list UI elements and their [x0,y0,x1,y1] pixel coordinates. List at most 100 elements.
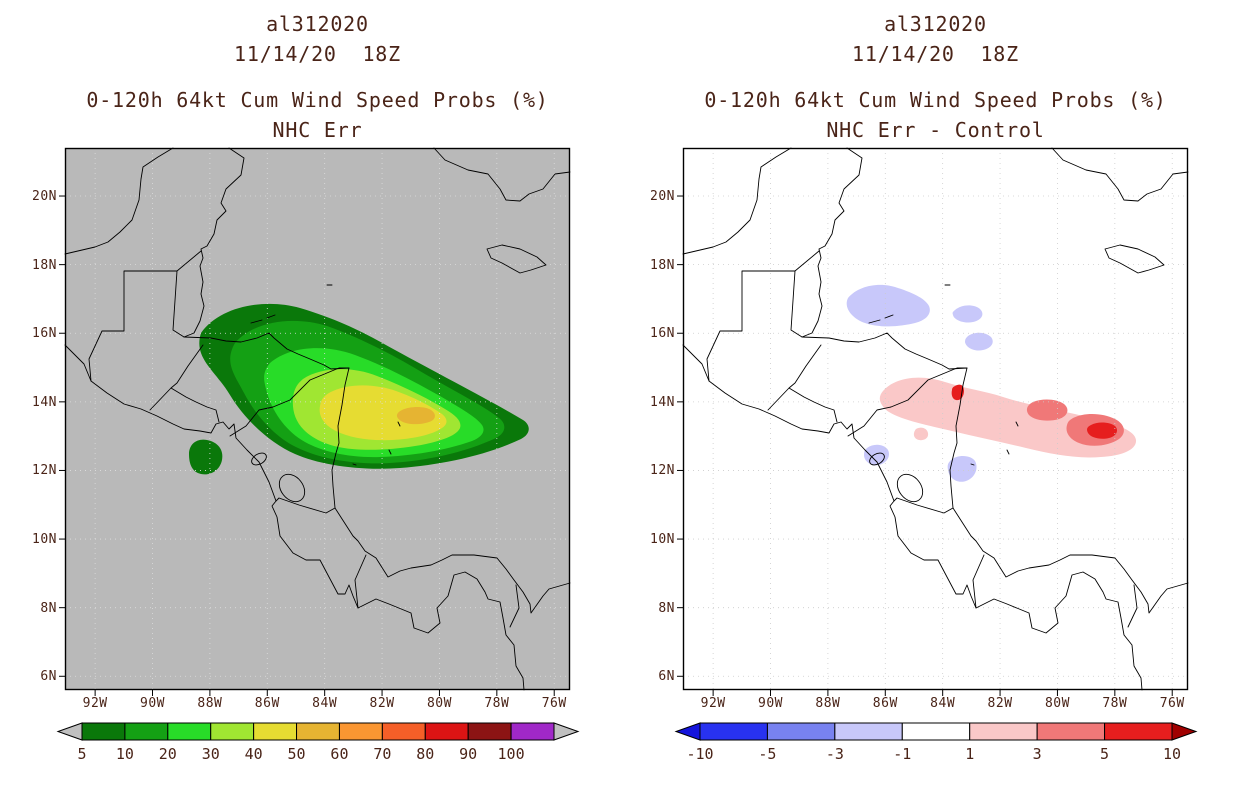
colorbar-cell [766,722,836,741]
lon-tick-label: 92W [700,696,726,711]
lat-tick-label: 18N [32,257,57,273]
panel-nhc-err-minus-control: al312020 11/14/20 18Z 0-120h 64kt Cum Wi… [618,0,1236,800]
colorbar-svg: 5 10 20 30 40 50 60 70 80 90 100 [56,722,580,763]
lat-tick-label: 12N [650,463,675,479]
lon-tick-label: 90W [758,696,783,711]
colorbar-tick-label: 5 [1100,745,1109,763]
lat-tick-label: 6N [658,669,675,685]
lat-tick-label: 14N [650,394,675,410]
colorbar: 5 10 20 30 40 50 60 70 80 90 100 [56,721,580,765]
diff-neg-east-patch-2 [965,332,993,351]
colorbar-tick-label: 20 [159,745,177,763]
colorbar-tick-label: -3 [826,745,844,763]
product-title: 0-120h 64kt Cum Wind Speed Probs (%) [704,88,1167,112]
lon-axis: 92W 90W 88W 86W 84W 82W 80W 78W 76W [65,696,570,712]
diff-neg-south-patch-1 [947,455,977,482]
grid [65,148,570,690]
lon-tick-label: 78W [484,696,510,711]
lon-tick-label: 82W [987,696,1013,711]
colorbar-tick-label: -5 [758,745,776,763]
difference-map [677,147,1189,696]
colorbar-arrow-left [674,722,701,741]
lon-axis: 92W 90W 88W 86W 84W 82W 80W 78W 76W [683,696,1188,712]
colorbar-cell [901,722,971,741]
contour-5pct-secondary [189,439,223,475]
colorbar-tick-label: 10 [116,745,134,763]
diff-neg-north-patch [846,284,930,327]
storm-id: al312020 [266,12,369,36]
lat-tick-label: 10N [32,532,57,548]
lat-tick-label: 20N [650,189,675,205]
lon-tick-label: 84W [312,696,338,711]
colorbar-cell [253,722,298,741]
lon-tick-label: 76W [541,696,567,711]
colorbar-tick-label: 90 [459,745,477,763]
colorbar-tick-label: 80 [416,745,434,763]
colorbar-tick-label: 40 [245,745,263,763]
panel-nhc-err: al312020 11/14/20 18Z 0-120h 64kt Cum Wi… [18,12,580,765]
lat-tick-label: 8N [658,600,675,616]
diff-neg-east-patch-1 [952,305,983,323]
ticks [59,195,555,696]
colorbar-cell [510,722,555,741]
colorbar-tick-label: 100 [498,745,525,763]
lat-tick-label: 10N [650,532,675,548]
colorbar-cell [167,722,212,741]
colorbar: -10 -5 -3 -1 1 3 5 10 [674,721,1198,765]
colorbar-tick-label: 50 [288,745,306,763]
colorbar-cell [381,722,426,741]
colorbar-arrow-left [56,722,83,741]
colorbar-tick-label: 1 [965,745,974,763]
product-title: 0-120h 64kt Cum Wind Speed Probs (%) [86,88,549,112]
colorbar-cell [699,722,768,741]
lat-tick-label: 18N [650,257,675,273]
lon-tick-label: 82W [369,696,395,711]
colorbar-cell [969,722,1038,741]
lon-tick-label: 86W [254,696,280,711]
lat-tick-label: 20N [32,189,57,205]
probability-map [59,147,571,696]
colorbar-arrow-right [1171,722,1198,741]
contour-50pct [396,407,435,425]
experiment-label: NHC Err - Control [826,118,1045,142]
map-frame [64,147,571,691]
colorbar-tick-label: 10 [1163,745,1181,763]
colorbar-cell [338,722,383,741]
lat-axis: 20N 18N 16N 14N 12N 10N 8N 6N [636,148,678,690]
contours-wind-prob [189,303,529,475]
init-time: 11/14/20 18Z [852,42,1019,66]
experiment-label: NHC Err [272,118,363,142]
colorbar-tick-label: -10 [686,745,713,763]
grid [683,148,1188,690]
lat-tick-label: 16N [32,326,57,342]
colorbar-cell [1104,722,1173,741]
colorbar-cell [424,722,469,741]
init-time: 11/14/20 18Z [234,42,401,66]
lat-tick-label: 8N [40,600,57,616]
diff-pos-small-dot [913,427,929,441]
lat-axis: 20N 18N 16N 14N 12N 10N 8N 6N [18,148,60,690]
colorbar-cell [467,722,512,741]
lon-tick-label: 86W [872,696,898,711]
lon-tick-label: 80W [1044,696,1070,711]
map [59,147,571,696]
colorbar-cell [1036,722,1106,741]
colorbar-tick-label: 30 [202,745,220,763]
storm-id: al312020 [884,12,987,36]
lon-tick-label: 78W [1102,696,1128,711]
lon-tick-label: 80W [426,696,452,711]
colorbar-cell [81,722,126,741]
colorbar-arrow-right [553,722,580,741]
colorbar-cell [296,722,340,741]
lat-tick-label: 12N [32,463,57,479]
lat-tick-label: 14N [32,394,57,410]
lon-tick-label: 88W [197,696,223,711]
colorbar-cell [124,722,169,741]
lon-tick-label: 92W [82,696,108,711]
contour-40pct [319,385,447,441]
lon-tick-label: 84W [930,696,956,711]
colorbar-svg: -10 -5 -3 -1 1 3 5 10 [674,722,1198,763]
colorbar-cell [834,722,903,741]
diff-pos-strong-core [1087,422,1117,439]
lon-tick-label: 76W [1159,696,1185,711]
